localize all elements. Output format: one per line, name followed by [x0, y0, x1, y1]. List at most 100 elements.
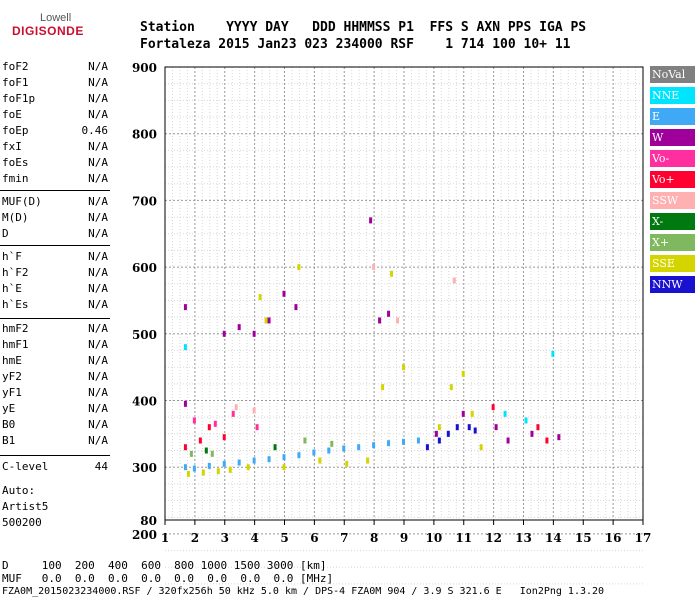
param-name: yF2 — [2, 370, 22, 383]
x-tick-label: 16 — [605, 531, 622, 545]
param-row: D N/A — [2, 227, 108, 241]
data-point — [327, 447, 331, 454]
legend-item: SSW — [650, 192, 695, 209]
param-name: D — [2, 227, 9, 240]
data-point — [183, 344, 187, 351]
data-point — [366, 457, 370, 464]
data-point — [234, 404, 238, 411]
param-value: N/A — [88, 282, 108, 295]
d-line: D 100 200 400 600 800 1000 1500 3000 [km… — [2, 559, 327, 572]
param-value: 0.46 — [81, 124, 109, 137]
data-point — [452, 277, 456, 284]
data-point — [467, 424, 471, 431]
data-point — [186, 470, 190, 477]
param-name: foF1p — [2, 92, 36, 105]
param-row: yE N/A — [2, 402, 108, 416]
data-point — [192, 465, 196, 472]
data-point — [201, 469, 205, 476]
param-value: N/A — [88, 92, 108, 105]
auto-version: 500200 — [2, 516, 42, 529]
param-value: N/A — [88, 338, 108, 351]
param-name: hmF1 — [2, 338, 29, 351]
data-point — [434, 430, 438, 437]
data-point — [183, 304, 187, 311]
clevel-row: C-level 44 — [2, 460, 108, 474]
data-point — [455, 424, 459, 431]
param-row: h`Es N/A — [2, 298, 108, 312]
data-point — [246, 464, 250, 471]
data-point — [494, 424, 498, 431]
param-row: B0 N/A — [2, 418, 108, 432]
legend-item: E — [650, 108, 695, 125]
y-tick-label: 80 — [140, 514, 157, 528]
x-tick-label: 11 — [455, 531, 472, 545]
data-point — [297, 264, 301, 271]
param-value: N/A — [88, 108, 108, 121]
data-point — [282, 290, 286, 297]
data-point — [264, 317, 268, 324]
param-name: foE — [2, 108, 22, 121]
param-value: N/A — [88, 172, 108, 185]
param-row: foE N/A — [2, 108, 108, 122]
data-point — [381, 384, 385, 391]
data-point — [330, 440, 334, 447]
legend-item: Vo+ — [650, 171, 695, 188]
data-point — [267, 456, 271, 463]
data-point — [273, 444, 277, 451]
data-point — [237, 459, 241, 466]
data-point — [437, 437, 441, 444]
y-tick-label: 600 — [132, 261, 157, 275]
param-name: fmin — [2, 172, 29, 185]
data-point — [536, 424, 540, 431]
param-value: N/A — [88, 386, 108, 399]
data-point — [396, 317, 400, 324]
data-point — [189, 450, 193, 457]
param-row: MUF(D) N/A — [2, 195, 108, 209]
data-point — [342, 445, 346, 452]
legend-item: W — [650, 129, 695, 146]
param-value: N/A — [88, 418, 108, 431]
param-row: fmin N/A — [2, 172, 108, 186]
data-point — [183, 400, 187, 407]
clevel-value: 44 — [94, 460, 108, 473]
param-value: N/A — [88, 195, 108, 208]
x-tick-label: 12 — [485, 531, 502, 545]
y-tick-label: 300 — [132, 461, 157, 475]
param-row: foEp 0.46 — [2, 124, 108, 138]
data-point — [437, 424, 441, 431]
data-point — [387, 310, 391, 317]
param-value: N/A — [88, 370, 108, 383]
param-name: fxI — [2, 140, 22, 153]
param-name: B1 — [2, 434, 16, 447]
x-tick-label: 8 — [370, 531, 378, 545]
param-row: B1 N/A — [2, 434, 108, 448]
data-point — [524, 417, 528, 424]
x-tick-label: 2 — [191, 531, 199, 545]
x-tick-label: 15 — [575, 531, 592, 545]
data-point — [207, 462, 211, 469]
param-name: foEp — [2, 124, 29, 137]
param-row: yF1 N/A — [2, 386, 108, 400]
data-point — [378, 317, 382, 324]
y-tick-label: 500 — [132, 328, 157, 342]
param-value: N/A — [88, 211, 108, 224]
legend-item: X- — [650, 213, 695, 230]
param-value: N/A — [88, 354, 108, 367]
param-value: N/A — [88, 140, 108, 153]
data-point — [231, 410, 235, 417]
data-point — [416, 437, 420, 444]
x-tick-label: 17 — [635, 531, 652, 545]
param-name: M(D) — [2, 211, 29, 224]
header-labels: Station YYYY DAY DDD HHMMSS P1 FFS S AXN… — [140, 20, 587, 35]
x-tick-label: 7 — [340, 531, 348, 545]
param-name: foF1 — [2, 76, 29, 89]
data-point — [204, 447, 208, 454]
data-point — [545, 437, 549, 444]
x-tick-label: 1 — [161, 531, 169, 545]
header-values: Fortaleza 2015 Jan23 023 234000 RSF 1 71… — [140, 37, 571, 52]
logo-digisonde: DIGISONDE — [12, 24, 84, 38]
param-value: N/A — [88, 60, 108, 73]
data-point — [491, 404, 495, 411]
data-point — [222, 434, 226, 441]
